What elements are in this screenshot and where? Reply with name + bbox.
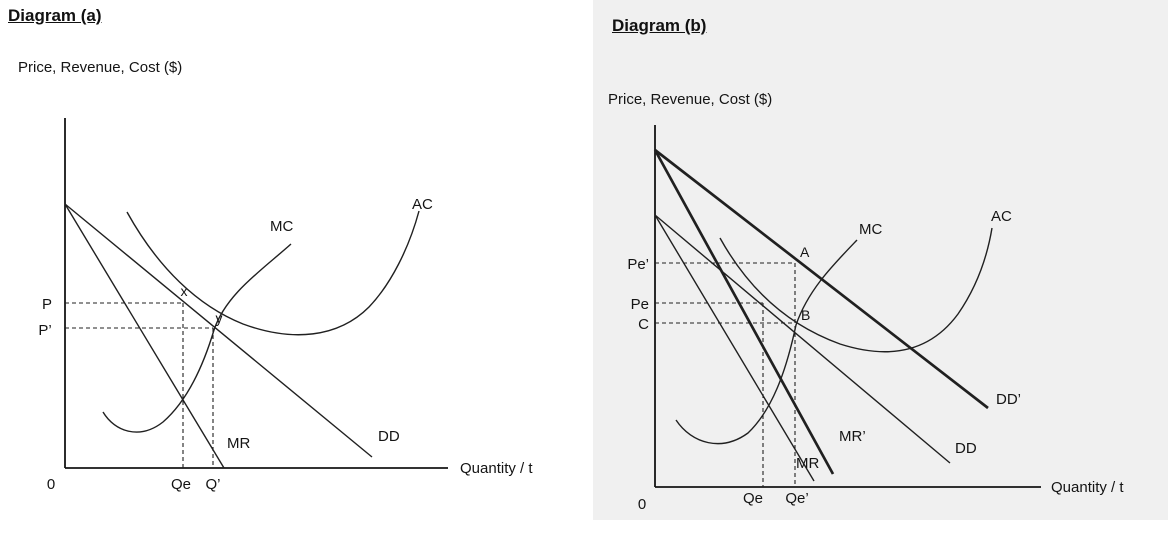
dd-curve-label: DD: [955, 440, 977, 457]
point-b-label: B: [801, 307, 810, 323]
average-cost-curve-ac: [719, 227, 993, 353]
diagram-a-panel: Diagram (a) Price, Revenue, Cost ($) Qua…: [8, 6, 534, 493]
price-pe-prime-label: Pe’: [627, 256, 649, 273]
quantity-qe-label: Qe: [171, 476, 191, 493]
ac-curve-label: AC: [412, 196, 433, 213]
diagram-a-figure: Price, Revenue, Cost ($) Quantity / t MC…: [18, 59, 533, 493]
average-cost-curve-ac: [126, 210, 420, 336]
x-axis-label: Quantity / t: [460, 460, 533, 477]
marginal-cost-curve-mc: [675, 239, 858, 445]
new-marginal-revenue-curve-mr-prime: [653, 149, 835, 475]
mc-curve-label: MC: [859, 221, 882, 238]
mr-curve-label: MR: [227, 435, 250, 452]
quantity-q-prime-label: Q’: [206, 476, 221, 493]
price-p-label: P: [42, 296, 52, 313]
diagram-a-title: Diagram (a): [8, 6, 102, 25]
diagram-b-title: Diagram (b): [612, 16, 707, 35]
mr-prime-curve-label: MR’: [839, 428, 866, 445]
mc-curve-label: MC: [270, 218, 293, 235]
marginal-revenue-curve-mr: [64, 203, 225, 469]
demand-curve-dd: [654, 214, 951, 464]
mr-curve-label: MR: [796, 455, 819, 472]
cost-c-label: C: [638, 316, 649, 333]
origin-label: 0: [638, 496, 646, 513]
price-pe-label: Pe: [631, 296, 649, 313]
point-a-label: A: [800, 244, 810, 260]
y-axis-label: Price, Revenue, Cost ($): [18, 59, 182, 76]
dd-curve-label: DD: [378, 428, 400, 445]
diagram-b-figure: Price, Revenue, Cost ($) Quantity / t MC…: [608, 91, 1124, 513]
marginal-cost-curve-mc: [102, 243, 292, 433]
quantity-qe-prime-label: Qe’: [785, 490, 808, 507]
ac-curve-label: AC: [991, 208, 1012, 225]
price-p-prime-label: P’: [38, 322, 51, 339]
diagram-b-panel: Diagram (b) Price, Revenue, Cost ($) Qua…: [593, 0, 1168, 520]
marginal-revenue-curve-mr: [654, 214, 815, 482]
dd-prime-curve-label: DD’: [996, 391, 1021, 408]
point-x-label: x: [181, 283, 188, 299]
point-y-label: y: [216, 310, 223, 326]
demand-curve-dd: [64, 203, 373, 458]
origin-label: 0: [47, 476, 55, 493]
y-axis-label: Price, Revenue, Cost ($): [608, 91, 772, 108]
quantity-qe-label: Qe: [743, 490, 763, 507]
x-axis-label: Quantity / t: [1051, 479, 1124, 496]
